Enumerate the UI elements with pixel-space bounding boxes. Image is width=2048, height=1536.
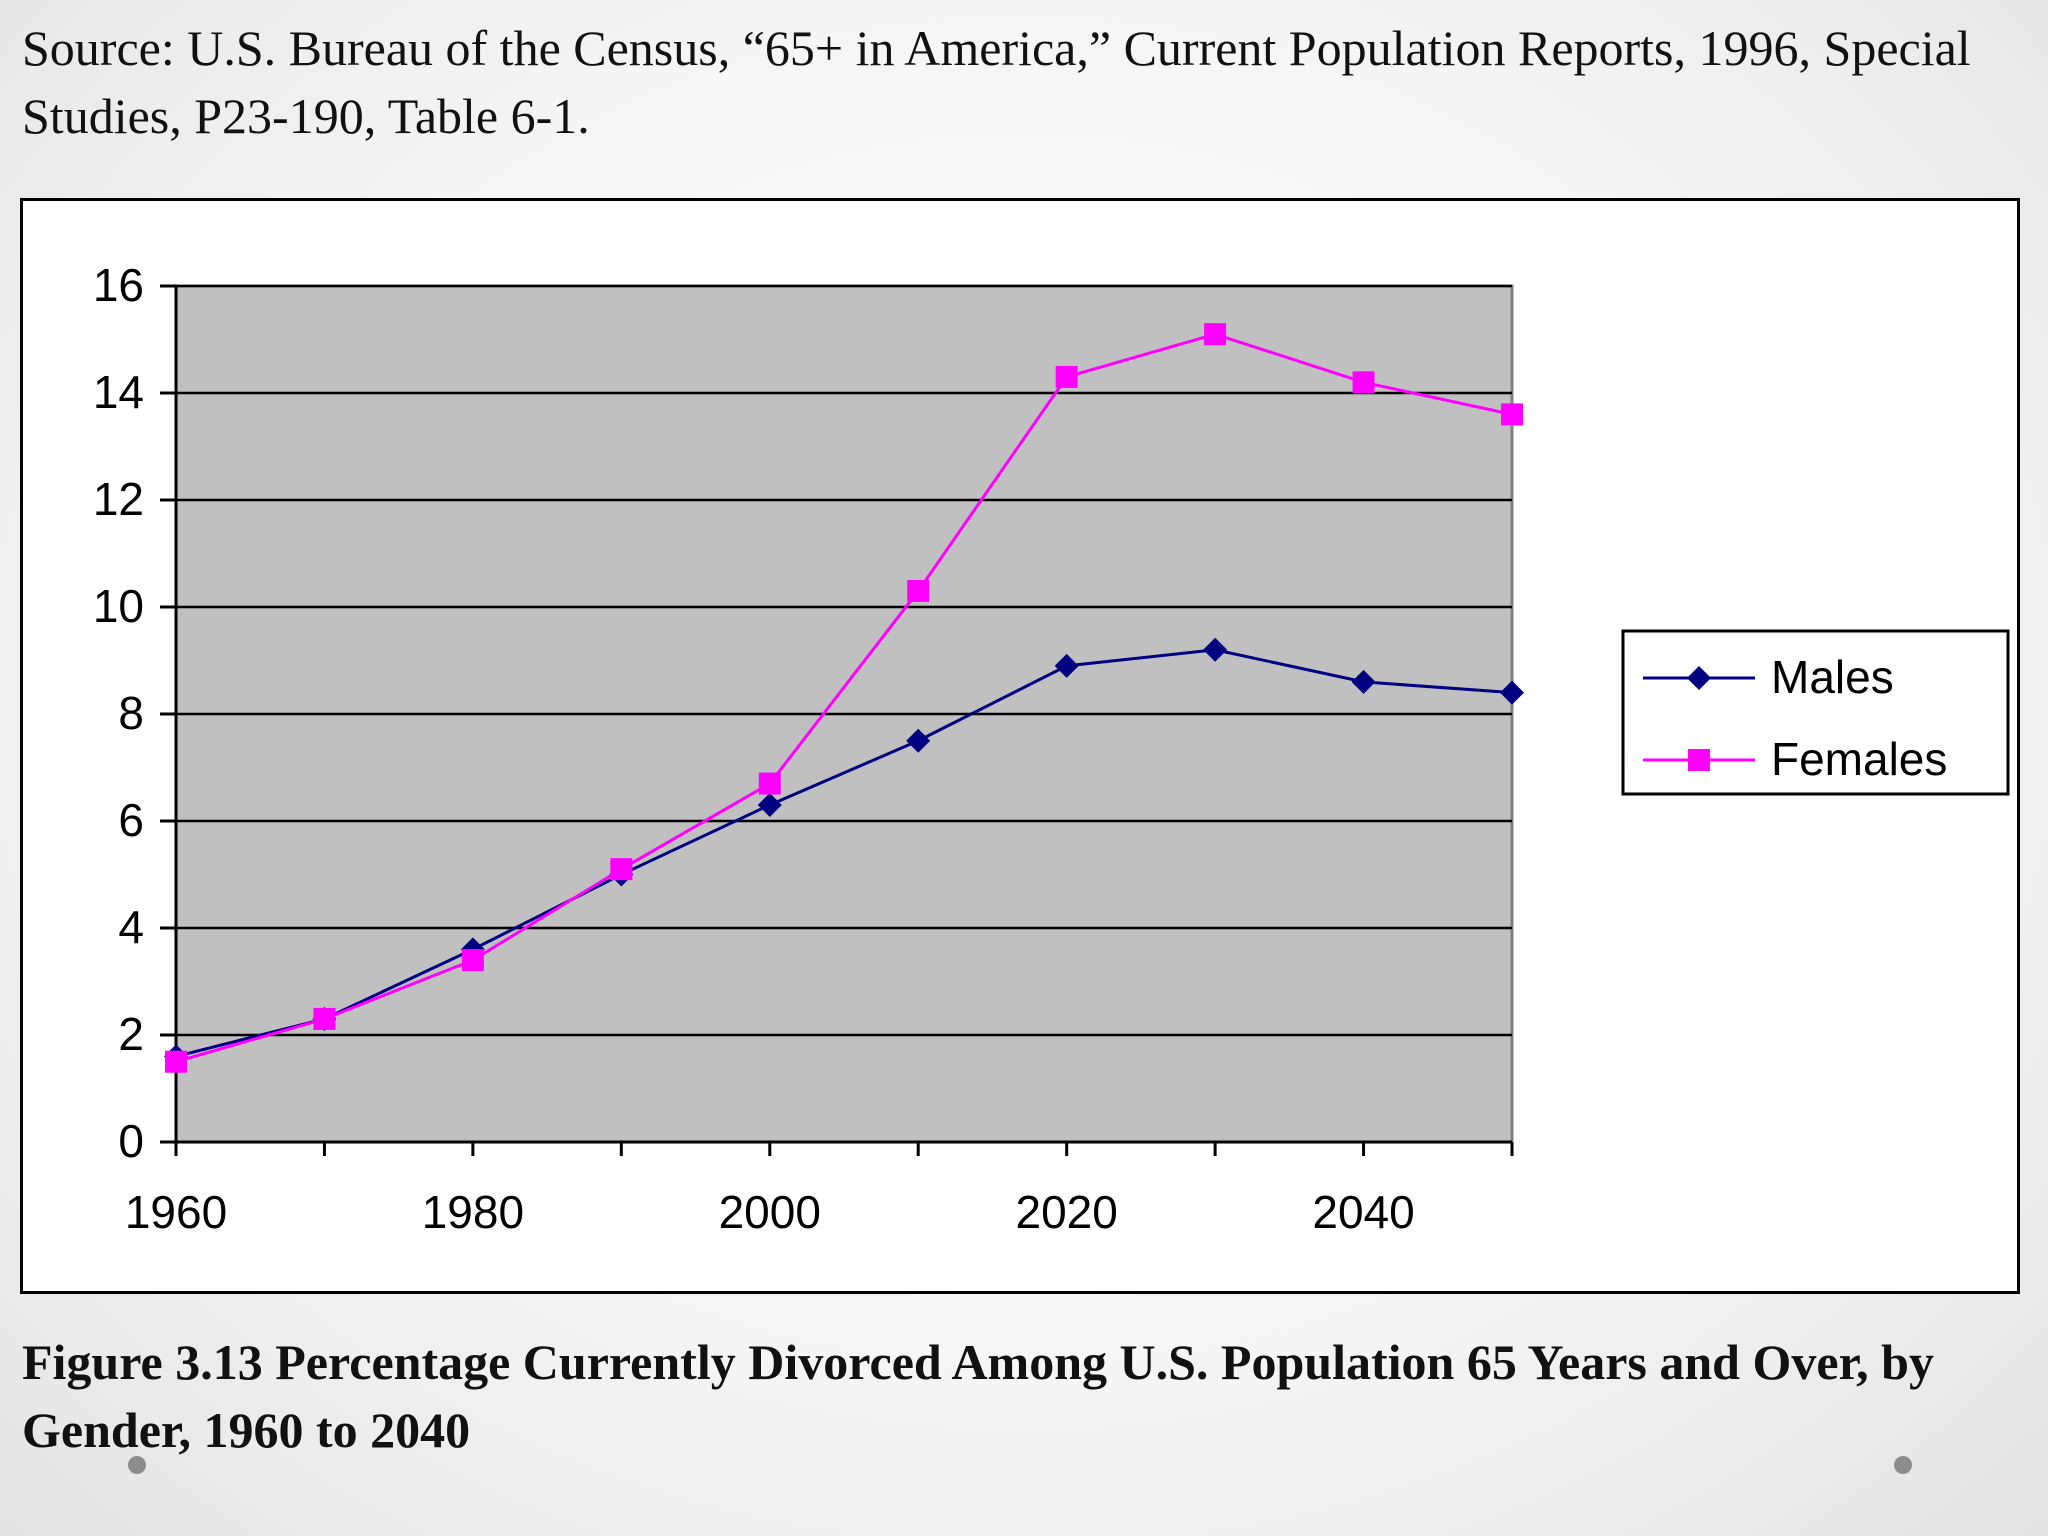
y-tick-label: 4 <box>118 901 144 953</box>
slide-dot-left <box>128 1456 146 1474</box>
square-point <box>1204 323 1227 346</box>
x-tick-label: 1960 <box>125 1186 227 1238</box>
diamond-point <box>1500 680 1524 705</box>
y-tick-label: 10 <box>93 580 144 632</box>
slide-dot-right <box>1894 1456 1912 1474</box>
diamond-point <box>757 792 782 817</box>
x-tick-label: 2000 <box>719 1186 821 1238</box>
source-citation: Source: U.S. Bureau of the Census, “65+ … <box>22 20 1971 144</box>
diamond-point <box>1351 669 1376 694</box>
series-line-males <box>175 648 1513 1058</box>
square-point <box>313 1007 336 1030</box>
square-point <box>165 1050 187 1073</box>
square-point <box>1501 403 1523 426</box>
square-point <box>1688 749 1710 771</box>
y-tick-label: 6 <box>118 794 144 846</box>
diamond-point <box>1054 653 1079 678</box>
chart-frame: 0 2 4 6 8 10 12 14 16 1960 1980 2000 2020 2040 Males F… <box>20 198 2020 1294</box>
y-tick-label: 12 <box>93 473 144 525</box>
square-point <box>461 949 484 972</box>
square-point <box>907 579 930 602</box>
diamond-point <box>906 728 931 753</box>
legend-box <box>1621 629 2010 796</box>
figure-caption: Figure 3.13 Percentage Currently Divorce… <box>22 1334 1934 1458</box>
diamond-point <box>1203 637 1228 662</box>
line-chart: 0 2 4 6 8 10 12 14 16 1960 1980 2000 2020 2040 Males F… <box>93 259 2010 1238</box>
y-tick-label: 2 <box>118 1008 144 1060</box>
y-tick-label: 16 <box>93 259 144 311</box>
y-tick-label: 8 <box>118 687 144 739</box>
square-point <box>758 772 781 795</box>
square-point <box>610 858 633 881</box>
x-tick-label: 2040 <box>1312 1186 1414 1238</box>
y-tick-label: 14 <box>93 366 144 418</box>
x-tick-label: 2020 <box>1015 1186 1117 1238</box>
y-tick-label: 0 <box>118 1115 144 1167</box>
diamond-point <box>1687 666 1711 690</box>
x-tick-label: 1980 <box>422 1186 524 1238</box>
series-line-females <box>175 332 1513 1064</box>
square-point <box>1352 371 1375 394</box>
square-point <box>1055 365 1078 388</box>
legend-label-males: Males <box>1771 651 1894 703</box>
legend-label-females: Females <box>1771 733 1947 785</box>
